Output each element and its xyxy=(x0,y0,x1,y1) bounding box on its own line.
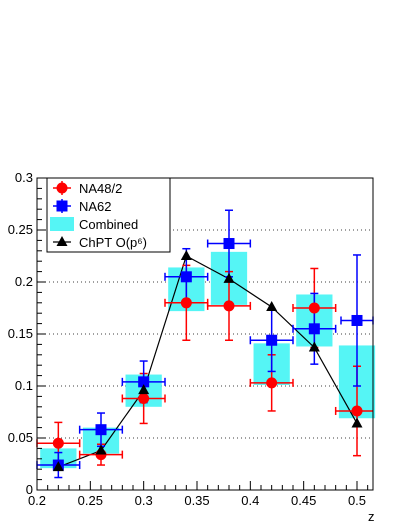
x-tick-label-3: 0.35 xyxy=(184,493,209,508)
na48-point-5 xyxy=(266,377,278,389)
y-tick-label-0: 0 xyxy=(26,482,33,497)
legend-item-2: Combined xyxy=(50,217,138,232)
x-tick-label-5: 0.45 xyxy=(291,493,316,508)
legend-item-1: NA62 xyxy=(53,199,112,214)
legend-swatch-square xyxy=(56,200,68,212)
chpt-point-5 xyxy=(266,300,278,311)
na48-point-6 xyxy=(308,302,320,314)
chpt-point-7 xyxy=(351,417,363,428)
y-tick-label-2: 0.1 xyxy=(15,378,33,393)
na62-point-5 xyxy=(266,334,278,346)
chpt-point-2 xyxy=(138,384,150,395)
y-tick-label-5: 0.25 xyxy=(8,222,33,237)
x-tick-label-0: 0.2 xyxy=(28,493,46,508)
chpt-point-6 xyxy=(308,341,320,352)
na62-point-7 xyxy=(351,314,363,326)
legend-swatch-band xyxy=(50,217,74,231)
legend-label-2: Combined xyxy=(79,217,138,232)
na48-point-3 xyxy=(180,297,192,309)
chpt-point-1 xyxy=(95,444,107,455)
y-tick-label-3: 0.15 xyxy=(8,326,33,341)
y-tick-label-6: 0.3 xyxy=(15,170,33,185)
na62-point-1 xyxy=(95,424,107,436)
axes: 0 0.05 0.1 0.15 0.2 0.25 0.3 0.2 0.25 0.3 0.35 0.4 0… xyxy=(8,170,369,508)
chpt-line xyxy=(58,255,358,468)
na62-point-2 xyxy=(138,376,150,388)
chpt-point-0 xyxy=(52,461,64,472)
na48-point-4 xyxy=(223,300,235,312)
legend-item-3: ChPT O(p⁶) xyxy=(53,235,147,250)
x-tick-label-6: 0.5 xyxy=(348,493,366,508)
na48-point-2 xyxy=(138,392,150,404)
markers xyxy=(52,238,363,472)
chpt-point-4 xyxy=(223,272,235,283)
legend: NA48/2 NA62 Combined ChPT O(p⁶) xyxy=(46,177,171,253)
na62-point-3 xyxy=(180,271,192,283)
legend-box xyxy=(46,177,171,253)
na48-point-0 xyxy=(52,437,64,449)
x-tick-label-4: 0.4 xyxy=(241,493,259,508)
na48-point-7 xyxy=(351,405,363,417)
na62-point-4 xyxy=(223,238,235,250)
x-tick-label-1: 0.25 xyxy=(78,493,103,508)
na62-point-6 xyxy=(308,323,320,335)
legend-label-0: NA48/2 xyxy=(79,181,122,196)
x-tick-label-2: 0.3 xyxy=(135,493,153,508)
legend-swatch-triangle xyxy=(56,236,68,246)
legend-label-1: NA62 xyxy=(79,199,112,214)
chpt-series xyxy=(58,255,358,468)
legend-label-3: ChPT O(p⁶) xyxy=(79,235,147,250)
legend-swatch-circle xyxy=(56,182,68,194)
x-axis-label: z xyxy=(368,509,375,524)
chpt-point-3 xyxy=(180,250,192,260)
y-tick-label-4: 0.2 xyxy=(15,274,33,289)
y-tick-label-1: 0.05 xyxy=(8,430,33,445)
legend-item-0: NA48/2 xyxy=(53,181,122,196)
